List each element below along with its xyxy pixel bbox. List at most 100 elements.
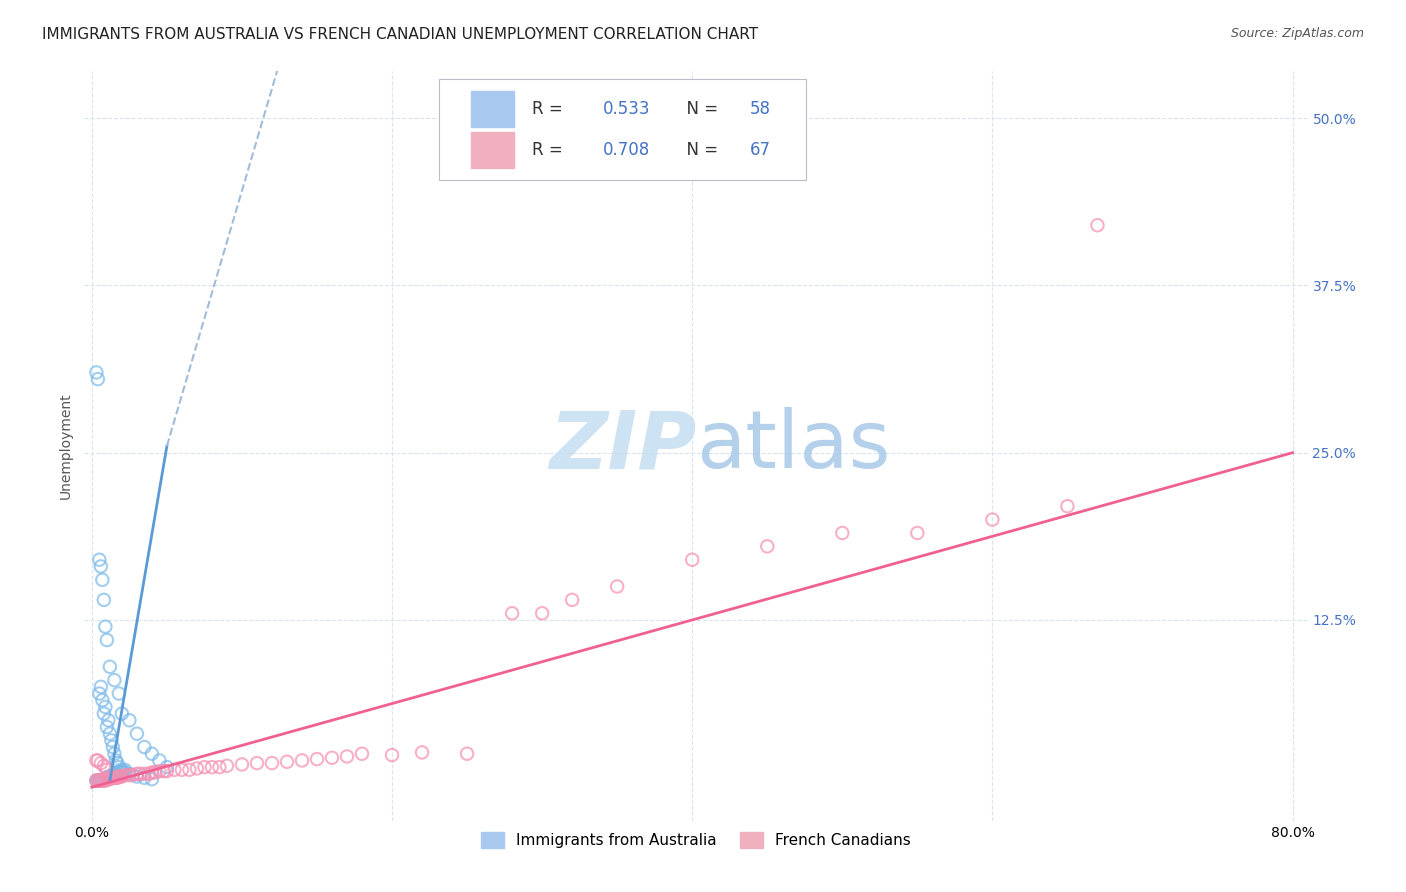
Y-axis label: Unemployment: Unemployment [59,392,73,500]
Text: R =: R = [531,141,568,159]
Point [91,573,114,587]
Point [93,772,115,787]
Point [350,747,373,761]
Point [91,773,114,788]
Point [89,773,111,788]
Point [125,767,148,781]
Point [86,773,108,788]
Point [156,760,179,774]
Point [94,772,117,787]
Point [96,772,118,787]
Point [96,771,118,785]
Point [94,620,117,634]
Point [1087,219,1109,233]
Point [93,592,115,607]
Text: R =: R = [531,100,568,118]
Point [118,714,141,728]
Point [110,763,132,777]
Text: IMMIGRANTS FROM AUSTRALIA VS FRENCH CANADIAN UNEMPLOYMENT CORRELATION CHART: IMMIGRANTS FROM AUSTRALIA VS FRENCH CANA… [42,27,758,42]
Point [98,769,121,784]
Point [305,752,328,766]
Point [97,714,120,728]
Point [148,753,170,767]
Point [110,769,132,784]
Point [90,773,112,788]
Point [134,771,156,785]
Point [103,673,125,688]
Point [208,760,231,774]
Point [86,366,108,380]
Point [108,760,131,774]
Point [110,765,132,780]
Text: N =: N = [676,141,724,159]
Point [531,607,554,621]
Point [112,764,135,778]
Point [981,512,1004,526]
Point [186,762,208,776]
Point [93,758,115,772]
Point [86,773,108,788]
Point [179,763,201,777]
Point [128,767,150,781]
Point [456,747,478,761]
Point [141,765,163,780]
Point [111,706,134,721]
Text: 58: 58 [749,100,770,118]
Point [756,539,779,553]
Point [170,763,193,777]
Point [321,751,343,765]
Point [118,768,141,782]
Point [90,756,112,771]
Point [105,771,128,785]
Point [291,753,314,767]
Point [96,720,118,734]
FancyBboxPatch shape [471,132,513,168]
Point [108,769,131,784]
Point [125,726,148,740]
Point [108,765,131,780]
Point [100,733,122,747]
Point [163,763,186,777]
Point [153,764,176,778]
Point [148,764,170,778]
Point [103,768,125,782]
Point [108,687,131,701]
Point [201,760,224,774]
Point [90,773,112,788]
Point [336,749,359,764]
Point [104,767,127,781]
Point [101,771,124,785]
Point [100,771,122,785]
Point [91,693,114,707]
Point [215,758,238,772]
Text: atlas: atlas [696,407,890,485]
Point [104,753,127,767]
Point [97,772,120,787]
Point [93,773,115,788]
Point [96,633,118,648]
FancyBboxPatch shape [471,91,513,127]
Point [90,680,112,694]
Point [156,764,179,778]
FancyBboxPatch shape [439,78,806,180]
Text: 0.533: 0.533 [603,100,651,118]
Point [111,764,134,778]
Point [98,772,121,787]
Point [105,756,128,771]
Point [138,767,160,781]
Point [105,767,128,781]
Point [87,773,110,788]
Text: Source: ZipAtlas.com: Source: ZipAtlas.com [1230,27,1364,40]
Point [905,526,928,541]
Legend: Immigrants from Australia, French Canadians: Immigrants from Australia, French Canadi… [475,826,917,855]
Point [246,756,269,771]
Point [111,769,134,784]
Point [96,763,118,777]
Point [100,769,122,784]
Point [134,767,156,781]
Point [118,767,141,781]
Point [121,768,143,782]
Point [94,699,117,714]
Point [141,772,163,787]
Point [276,755,298,769]
